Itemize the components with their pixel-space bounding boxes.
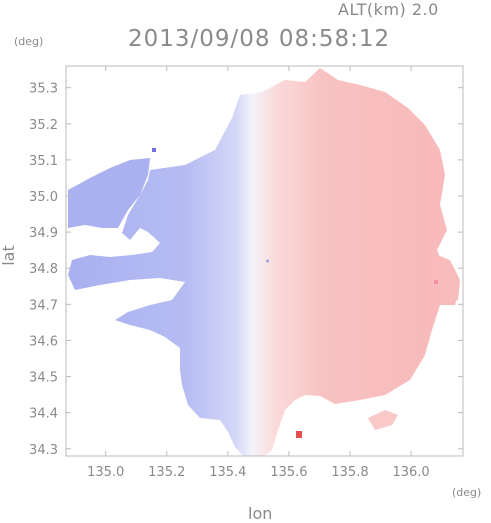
y-tick-label: 34.7 [29, 298, 58, 313]
y-axis-unit: (deg) [14, 35, 44, 48]
echo-cell-small [434, 280, 438, 284]
echo-region-main [68, 68, 460, 456]
x-axis-label: lon [248, 504, 273, 523]
x-tick-label: 135.2 [148, 465, 185, 480]
y-tick-label: 34.8 [29, 262, 58, 277]
x-tick-label: 135.4 [209, 465, 246, 480]
echo-cell-blue [152, 148, 156, 152]
x-tick-label: 136.0 [392, 465, 429, 480]
x-tick-label: 135.8 [331, 465, 368, 480]
echo-region-southeast [368, 410, 398, 430]
x-tick-label: 135.0 [87, 465, 124, 480]
echo-region-northwest [68, 158, 150, 228]
y-tick-label: 35.2 [29, 118, 58, 133]
altitude-label: ALT(km) 2.0 [338, 0, 439, 19]
x-axis-unit: (deg) [452, 486, 482, 499]
x-axis-ticks: 135.0 135.2 135.4 135.6 135.8 136.0 [87, 66, 430, 480]
y-tick-label: 34.5 [29, 371, 58, 386]
x-tick-label: 135.6 [270, 465, 307, 480]
y-tick-label: 34.3 [29, 443, 58, 458]
y-tick-label: 34.9 [29, 226, 58, 241]
doppler-field [68, 68, 460, 456]
y-axis-ticks: 35.3 35.2 35.1 35.0 34.9 34.8 34.7 34.6 34.5 34.4… [29, 82, 463, 458]
y-tick-label: 34.6 [29, 334, 58, 349]
datetime-title: 2013/09/08 08:58:12 [128, 26, 391, 52]
y-tick-label: 35.0 [29, 190, 58, 205]
plot-frame [65, 65, 464, 457]
y-tick-label: 34.4 [29, 407, 58, 422]
echo-region-east [437, 255, 460, 305]
echo-cell-strong [296, 431, 302, 438]
y-tick-label: 35.1 [29, 154, 58, 169]
y-tick-label: 35.3 [29, 82, 58, 97]
radar-center-marker [266, 259, 270, 263]
